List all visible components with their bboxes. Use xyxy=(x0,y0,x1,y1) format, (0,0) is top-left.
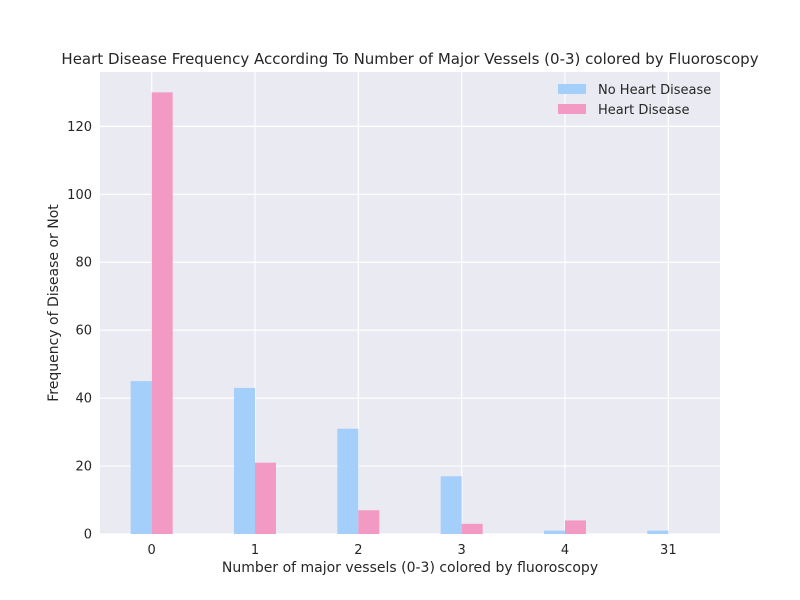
x-tick-label: 31 xyxy=(660,543,677,558)
x-tick-label: 4 xyxy=(561,543,569,558)
bar-no-heart-disease xyxy=(130,381,152,534)
bar-no-heart-disease xyxy=(234,387,255,534)
x-axis-label: Number of major vessels (0-3) colored by… xyxy=(222,560,598,576)
y-tick-labels: 0 20 40 60 80 100 120 xyxy=(67,120,92,543)
bar-no-heart-disease xyxy=(440,476,462,534)
bar-heart-disease xyxy=(255,462,276,534)
x-tick-labels: 0 1 2 3 4 31 xyxy=(148,543,677,558)
grid-lines xyxy=(100,72,720,535)
y-tick-label: 100 xyxy=(67,188,92,203)
bar-heart-disease xyxy=(565,520,586,534)
bar-heart-disease xyxy=(151,92,173,534)
y-tick-label: 20 xyxy=(75,460,92,475)
legend-label: Heart Disease xyxy=(598,103,689,118)
bar-heart-disease xyxy=(461,523,483,534)
bar-no-heart-disease xyxy=(647,530,669,534)
bars xyxy=(130,92,669,534)
plot-area xyxy=(100,72,720,534)
x-tick-label: 0 xyxy=(148,543,156,558)
x-tick-label: 3 xyxy=(458,543,466,558)
bar-no-heart-disease xyxy=(337,428,359,534)
y-tick-label: 40 xyxy=(75,392,92,407)
legend-swatch xyxy=(558,84,586,94)
y-tick-label: 60 xyxy=(75,324,92,339)
legend: No Heart Disease Heart Disease xyxy=(558,83,711,118)
legend-label: No Heart Disease xyxy=(598,83,711,98)
legend-swatch xyxy=(558,104,586,114)
y-tick-label: 120 xyxy=(67,120,92,135)
x-tick-label: 1 xyxy=(251,543,259,558)
bar-heart-disease xyxy=(358,510,380,534)
y-tick-label: 0 xyxy=(84,528,92,543)
y-axis-label: Frequency of Disease or Not xyxy=(46,204,62,402)
chart-title: Heart Disease Frequency According To Num… xyxy=(61,50,758,68)
bar-no-heart-disease xyxy=(544,530,565,534)
x-tick-label: 2 xyxy=(354,543,362,558)
y-tick-label: 80 xyxy=(75,256,92,271)
